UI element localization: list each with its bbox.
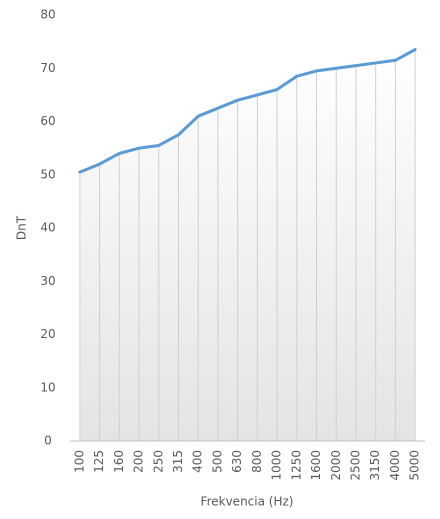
y-tick-label: 60 (40, 114, 55, 128)
x-tick-label: 400 (191, 450, 205, 473)
x-tick-label: 2500 (348, 450, 362, 481)
y-tick-label: 20 (40, 327, 55, 341)
x-tick-label: 200 (132, 450, 146, 473)
x-tick-label: 160 (112, 450, 126, 473)
x-tick-label: 1600 (309, 450, 323, 481)
x-axis-title: Frekvencia (Hz) (201, 495, 294, 509)
x-tick-label: 2000 (329, 450, 343, 481)
y-tick-label: 0 (44, 434, 52, 448)
x-tick-label: 315 (171, 450, 185, 473)
y-tick-label: 30 (40, 274, 55, 288)
area-fill (79, 49, 416, 442)
y-tick-label: 10 (40, 380, 55, 394)
y-axis-title: DnT (15, 215, 29, 240)
y-tick-label: 80 (40, 8, 55, 22)
x-tick-label: 5000 (408, 450, 422, 481)
data-line (78, 48, 417, 174)
x-tick-label: 1250 (289, 450, 303, 481)
x-tick-label: 800 (250, 450, 264, 473)
x-tick-label: 630 (230, 450, 244, 473)
y-tick-label: 50 (40, 167, 55, 181)
x-tick-label: 3150 (368, 450, 382, 481)
y-tick-label: 40 (40, 221, 55, 235)
y-tick-label: 70 (40, 61, 55, 75)
x-tick-label: 100 (72, 450, 86, 473)
x-tick-label: 4000 (388, 450, 402, 481)
x-tick-label: 250 (151, 450, 165, 473)
x-tick-label: 1000 (270, 450, 284, 481)
x-tick-label: 500 (210, 450, 224, 473)
x-tick-label: 125 (92, 450, 106, 473)
